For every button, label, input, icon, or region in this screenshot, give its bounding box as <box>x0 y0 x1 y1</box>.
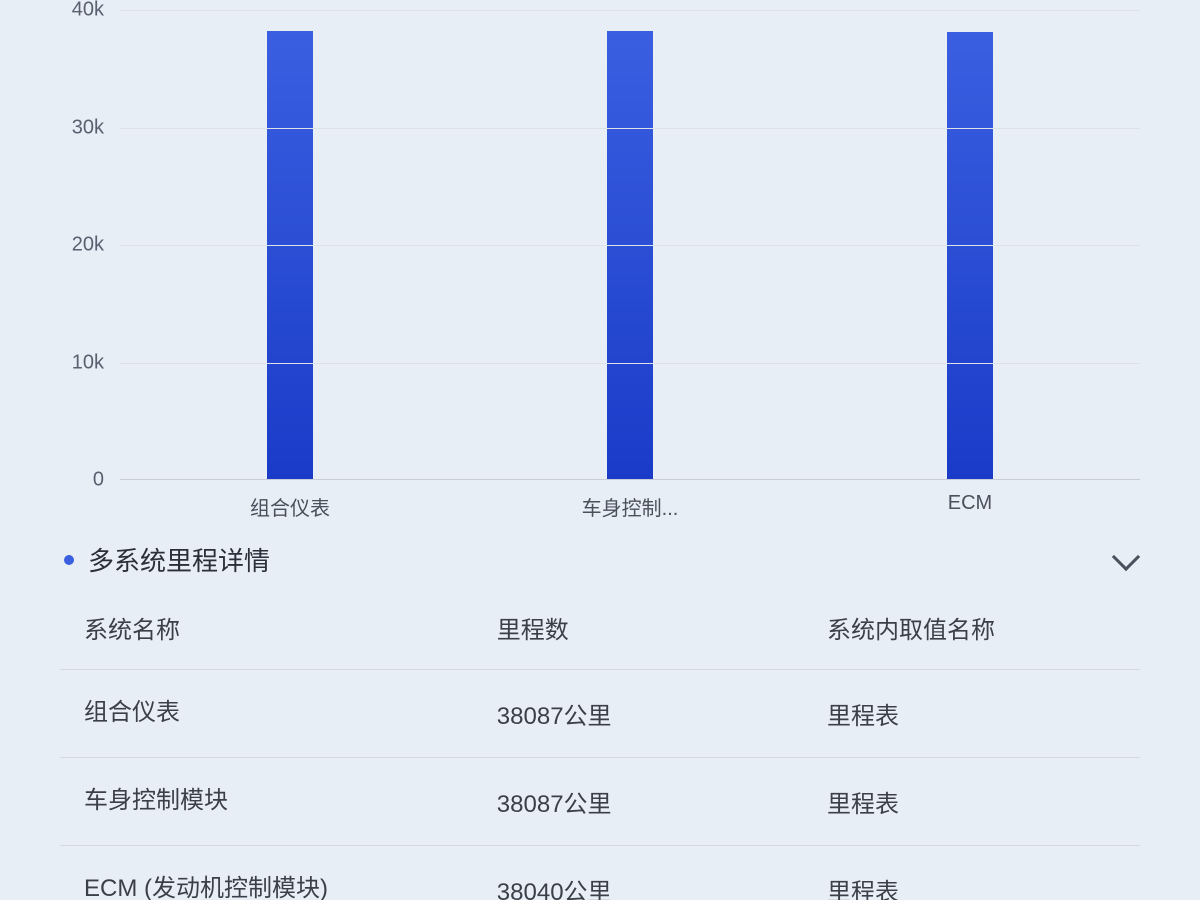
table-row[interactable]: 车身控制模块38087公里里程表 <box>60 757 1140 845</box>
bar <box>267 31 313 479</box>
x-tick-label: 车身控制... <box>477 492 783 521</box>
cell-system-name: ECM (发动机控制模块) <box>84 873 497 900</box>
table-row[interactable]: 组合仪表38087公里里程表 <box>60 669 1140 757</box>
bar-column <box>477 31 783 479</box>
y-tick-label: 0 <box>93 469 104 492</box>
chart-gridline <box>120 128 1140 129</box>
x-axis-labels: 组合仪表 车身控制... ECM <box>120 480 1140 521</box>
y-tick-label: 20k <box>72 234 104 257</box>
bar <box>947 32 993 479</box>
cell-value-name: 里程表 <box>827 872 1116 900</box>
column-header-value-name: 系统内取值名称 <box>827 610 1116 645</box>
mileage-bar-chart: 40k 30k 20k 10k 0 组合仪表 车身控制... ECM <box>40 0 1160 521</box>
x-tick-label: ECM <box>817 492 1123 521</box>
cell-mileage: 38087公里 <box>497 784 827 819</box>
mileage-detail-section-header[interactable]: 多系统里程详情 <box>40 521 1160 600</box>
bar-column <box>137 31 443 479</box>
y-tick-label: 40k <box>72 0 104 22</box>
chevron-down-icon <box>1112 542 1140 570</box>
chart-gridline <box>120 245 1140 246</box>
y-tick-label: 30k <box>72 116 104 139</box>
cell-system-name: 车身控制模块 <box>84 785 497 817</box>
column-header-system-name: 系统名称 <box>84 610 497 645</box>
diagnostic-screen: 40k 30k 20k 10k 0 组合仪表 车身控制... ECM 多系统里程详情 系统名… <box>0 0 1200 900</box>
cell-mileage: 38087公里 <box>497 696 827 731</box>
cell-value-name: 里程表 <box>827 784 1116 819</box>
column-header-mileage: 里程数 <box>497 610 827 645</box>
cell-mileage: 38040公里 <box>497 872 827 900</box>
y-axis: 40k30k20k10k0 <box>40 10 110 471</box>
cell-system-name: 组合仪表 <box>84 697 497 729</box>
cell-value-name: 里程表 <box>827 696 1116 731</box>
table-row[interactable]: ECM (发动机控制模块)38040公里里程表 <box>60 845 1140 900</box>
y-tick-label: 10k <box>72 351 104 374</box>
section-bullet-icon <box>64 555 74 565</box>
chart-gridline <box>120 10 1140 11</box>
chart-gridline <box>120 363 1140 364</box>
bar <box>607 31 653 479</box>
section-title: 多系统里程详情 <box>88 541 270 578</box>
mileage-detail-table: 系统名称 里程数 系统内取值名称 组合仪表38087公里里程表车身控制模块380… <box>40 600 1160 900</box>
bar-column <box>817 32 1123 479</box>
chart-plot-area <box>120 10 1140 480</box>
x-tick-label: 组合仪表 <box>137 492 443 521</box>
table-header-row: 系统名称 里程数 系统内取值名称 <box>60 600 1140 669</box>
